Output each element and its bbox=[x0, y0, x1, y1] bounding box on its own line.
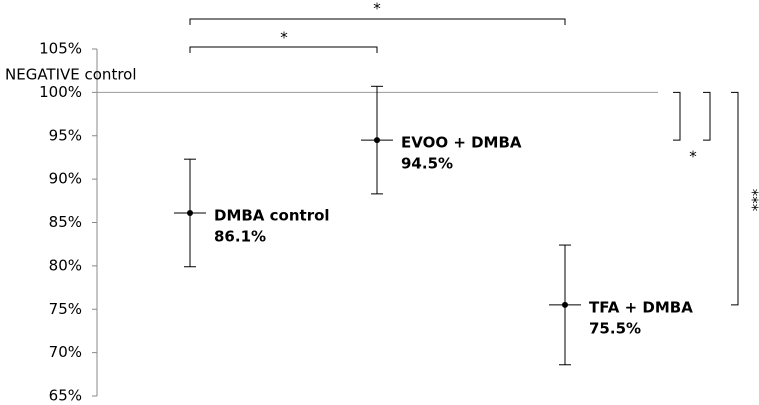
value-label: 94.5% bbox=[401, 155, 453, 173]
value-label: 75.5% bbox=[589, 319, 641, 337]
y-tick-label: 65% bbox=[49, 387, 82, 405]
point bbox=[187, 209, 193, 216]
significance-label: *** bbox=[744, 189, 759, 212]
category-label: DMBA control bbox=[214, 206, 330, 224]
y-tick-label: 100% bbox=[39, 83, 82, 101]
y-tick-label: 105% bbox=[39, 40, 82, 58]
reference-label: NEGATIVE control bbox=[5, 66, 137, 84]
y-tick-label: 95% bbox=[49, 126, 82, 144]
y-tick-label: 80% bbox=[49, 256, 82, 274]
significance-label: * bbox=[280, 29, 288, 47]
point bbox=[374, 137, 380, 144]
point bbox=[562, 301, 568, 308]
bracket bbox=[189, 46, 378, 53]
y-tick-label: 90% bbox=[49, 170, 82, 188]
y-tick-label: 70% bbox=[49, 343, 82, 361]
category-label: EVOO + DMBA bbox=[401, 134, 522, 152]
significance-label: * bbox=[373, 0, 381, 18]
category-label: TFA + DMBA bbox=[589, 298, 693, 316]
value-label: 86.1% bbox=[214, 227, 266, 245]
bracket bbox=[703, 91, 711, 141]
y-tick-label: 85% bbox=[49, 213, 82, 231]
y-tick-label: 75% bbox=[49, 300, 82, 318]
bracket bbox=[731, 91, 739, 306]
significance-label: * bbox=[689, 148, 697, 166]
bracket bbox=[673, 91, 681, 141]
bracket bbox=[189, 18, 566, 25]
